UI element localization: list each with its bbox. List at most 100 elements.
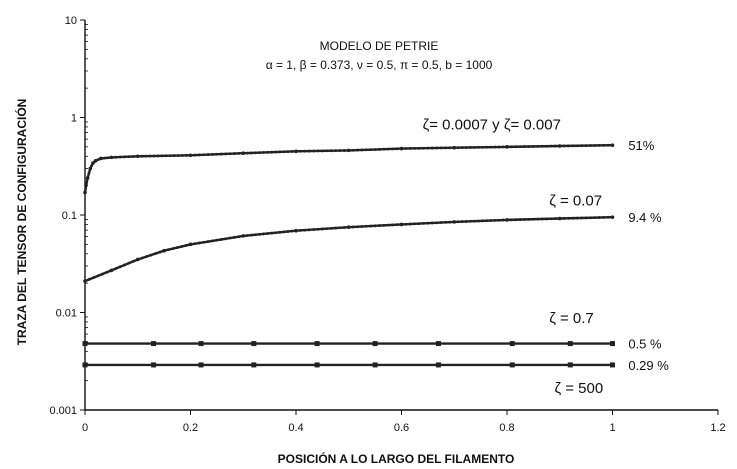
data-point — [241, 234, 245, 238]
data-point — [364, 224, 368, 228]
data-point — [606, 215, 610, 219]
data-point — [473, 219, 476, 223]
data-point — [400, 223, 403, 226]
data-point — [82, 341, 88, 347]
data-point — [329, 149, 333, 153]
data-point — [469, 219, 472, 223]
data-point — [136, 154, 140, 158]
data-point — [372, 362, 378, 368]
data-point — [610, 362, 615, 368]
data-point — [145, 255, 148, 258]
data-point — [245, 234, 249, 237]
data-point — [580, 216, 584, 220]
data-point — [610, 341, 615, 347]
data-point — [477, 219, 480, 223]
data-point — [545, 144, 548, 148]
x-tick-label: 0.8 — [499, 422, 514, 434]
data-point — [558, 144, 562, 148]
data-point — [162, 249, 166, 253]
data-point — [249, 233, 253, 237]
data-point — [298, 229, 302, 232]
data-point — [426, 146, 430, 150]
data-point — [82, 362, 88, 368]
data-point — [87, 171, 91, 175]
data-point — [593, 216, 597, 220]
data-point — [481, 145, 485, 149]
data-point — [102, 156, 106, 160]
data-point — [254, 233, 257, 237]
data-point — [465, 220, 468, 223]
data-point — [422, 146, 425, 150]
data-point — [567, 362, 573, 368]
data-point — [540, 217, 544, 221]
data-point — [152, 154, 156, 158]
data-point — [509, 218, 513, 222]
x-tick-label: 0.4 — [288, 422, 303, 434]
data-point — [131, 155, 135, 158]
x-tick-label: 0.6 — [394, 422, 409, 434]
data-point — [422, 221, 425, 225]
data-point — [148, 154, 152, 158]
data-point — [571, 144, 575, 148]
data-point — [316, 227, 320, 231]
data-point — [435, 341, 441, 347]
data-point — [197, 241, 201, 245]
x-tick-label: 1 — [609, 422, 615, 434]
data-point — [497, 145, 501, 149]
data-point — [378, 224, 381, 227]
data-point — [408, 222, 412, 226]
data-point — [602, 143, 606, 147]
data-point — [278, 150, 282, 154]
data-point — [94, 159, 97, 163]
data-point — [536, 217, 540, 221]
data-point — [206, 240, 210, 243]
data-point — [505, 145, 509, 149]
data-point — [505, 218, 509, 222]
data-point — [251, 362, 257, 368]
data-point — [184, 244, 188, 247]
data-point — [189, 242, 192, 246]
data-point — [123, 263, 126, 267]
data-point — [320, 227, 324, 231]
data-point — [320, 149, 324, 153]
data-point — [456, 220, 460, 224]
data-point — [545, 217, 548, 221]
data-point — [262, 151, 265, 154]
series-label: ζ = 0.07 — [549, 193, 602, 210]
data-point — [452, 220, 456, 224]
data-point — [197, 153, 201, 157]
data-point — [228, 236, 232, 240]
data-point — [514, 218, 518, 222]
data-point — [553, 217, 557, 221]
data-point — [509, 145, 513, 149]
data-point — [395, 223, 399, 227]
data-point — [444, 220, 447, 224]
data-point — [386, 147, 390, 151]
data-point — [485, 145, 489, 149]
data-point — [87, 277, 91, 281]
data-point — [417, 222, 421, 225]
data-point — [325, 227, 329, 231]
data-point — [329, 226, 333, 230]
data-point — [176, 154, 180, 157]
data-point — [567, 144, 570, 148]
data-point — [298, 149, 302, 153]
data-point — [575, 216, 579, 220]
data-point — [347, 225, 351, 229]
data-point — [206, 153, 210, 156]
data-point — [593, 144, 597, 147]
data-point — [254, 151, 257, 155]
data-point — [224, 152, 228, 156]
data-point — [610, 143, 615, 147]
data-point — [245, 151, 249, 155]
data-point — [493, 218, 497, 222]
data-point — [430, 146, 434, 150]
data-point — [278, 230, 282, 234]
data-point — [338, 226, 342, 230]
data-point — [286, 150, 290, 154]
data-point — [509, 341, 515, 347]
data-point — [334, 226, 337, 230]
data-point — [180, 154, 184, 157]
data-point — [509, 362, 515, 368]
data-point — [241, 151, 245, 155]
